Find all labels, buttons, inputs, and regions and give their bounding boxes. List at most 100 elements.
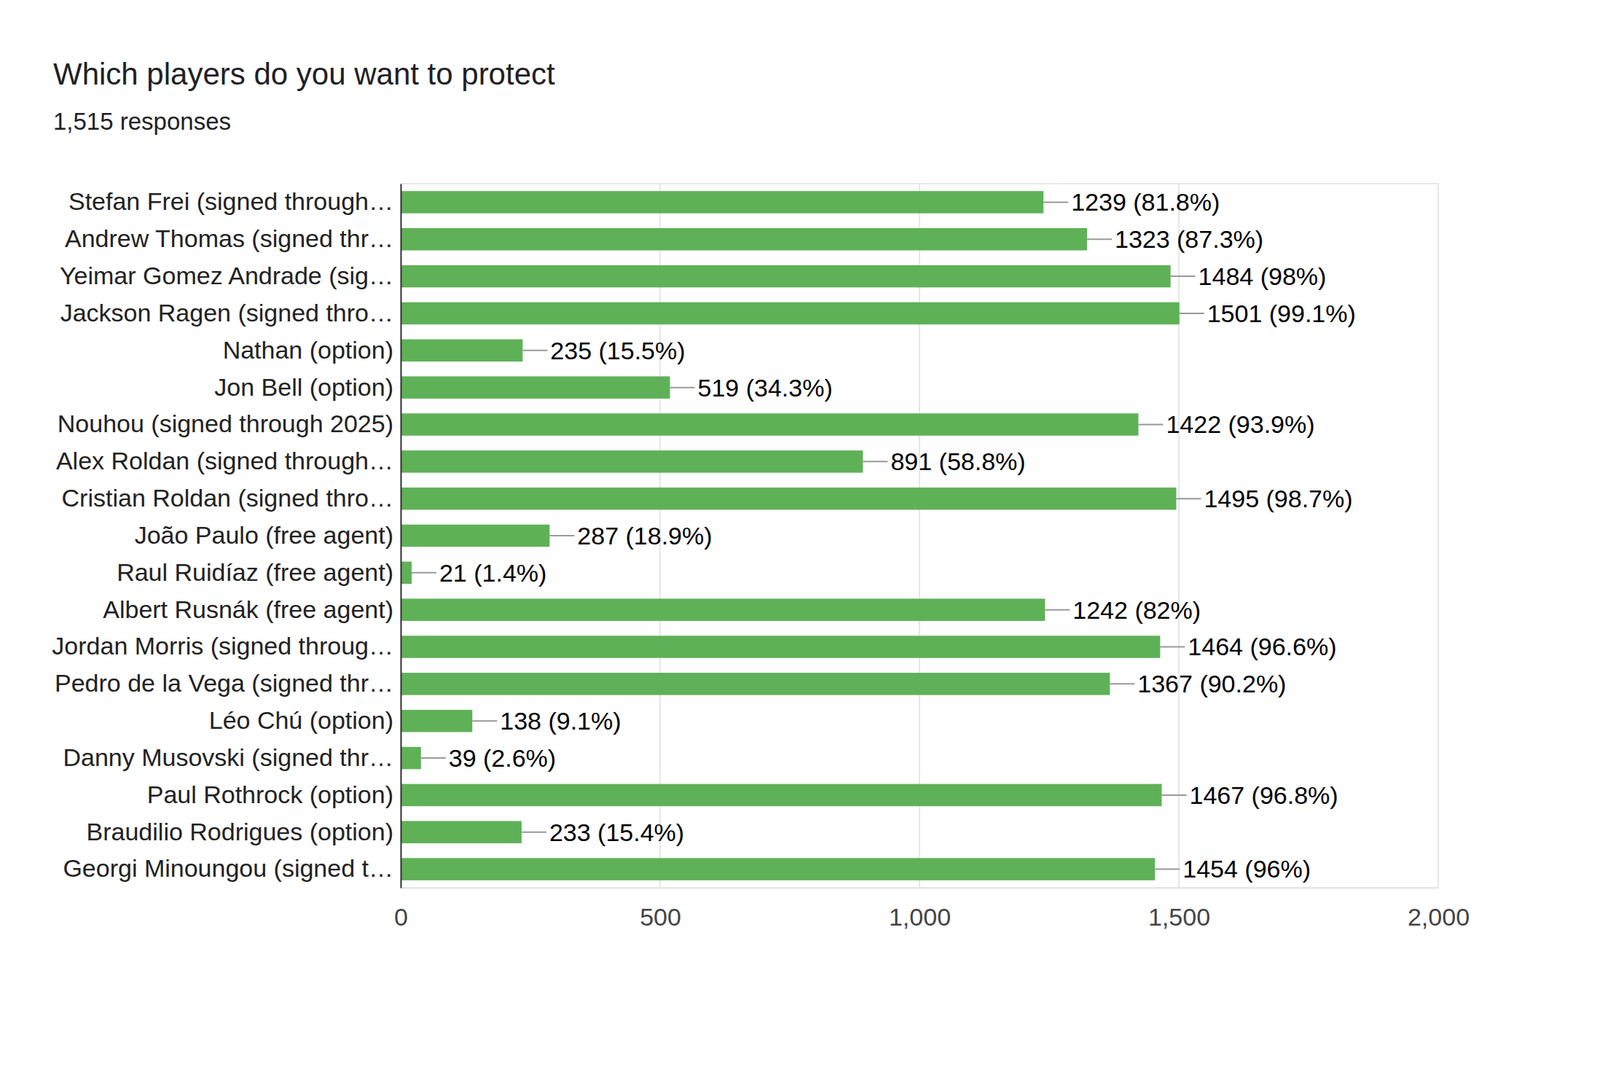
x-axis: 05001,0001,5002,000: [394, 887, 1470, 931]
data-labels: 1239 (81.8%)1323 (87.3%)1484 (98%)1501 (…: [411, 187, 1356, 883]
y-tick-label: Jon Bell (option): [214, 373, 394, 401]
bar: [400, 783, 1163, 807]
bar: [400, 561, 412, 585]
y-tick: Jackson Ragen (signed thro…: [60, 298, 401, 327]
data-label: 1464 (96.6%): [1187, 632, 1337, 661]
data-label: 1454 (96%): [1182, 854, 1311, 883]
y-tick: Paul Rothrock (option): [147, 780, 401, 809]
x-tick-label: 1,500: [1148, 902, 1211, 931]
leader-line: [522, 349, 548, 352]
data-label: 21 (1.4%): [439, 558, 547, 587]
x-tick: 0: [394, 887, 409, 931]
data-label: 1367 (90.2%): [1137, 669, 1286, 698]
y-tick-label: Stefan Frei (signed through…: [68, 187, 394, 215]
leader-line: [549, 534, 575, 537]
grid-line: [1437, 183, 1439, 888]
y-tick-label: Braudilio Rodrigues (option): [86, 817, 394, 846]
leader-line: [1138, 423, 1163, 425]
bars: [400, 190, 1180, 881]
y-tick-label: Cristian Roldan (signed thro…: [61, 483, 394, 512]
y-tick: João Paulo (free agent): [134, 520, 401, 549]
leader-line: [1179, 312, 1205, 315]
y-tick-label: Raul Ruidíaz (free agent): [116, 558, 394, 586]
y-tick-label: João Paulo (free agent): [134, 520, 394, 549]
data-label: 519 (34.3%): [697, 373, 833, 402]
y-tick: Nouhou (signed through 2025): [57, 409, 401, 438]
leader-line: [521, 831, 547, 833]
y-tick: Jon Bell (option): [214, 373, 401, 401]
y-tick-label: Pedro de la Vega (signed thr…: [54, 668, 394, 697]
y-tick-label: Jordan Morris (signed throug…: [51, 631, 394, 660]
leader-line: [1154, 868, 1180, 870]
y-tick-label: Alex Roldan (signed through…: [56, 446, 394, 475]
data-label: 39 (2.6%): [448, 743, 556, 772]
y-tick: Georgi Minoungou (signed t…: [62, 853, 401, 882]
y-tick: Yeimar Gomez Andrade (sig…: [59, 261, 401, 290]
bar: [400, 302, 1180, 325]
y-tick: Cristian Roldan (signed thro…: [61, 483, 401, 512]
x-tick-label: 500: [639, 902, 682, 931]
data-label: 1484 (98%): [1198, 262, 1327, 290]
y-tick-label: Georgi Minoungou (signed t…: [62, 853, 394, 882]
leader-line: [1043, 201, 1069, 203]
bar: [400, 375, 671, 399]
y-tick-label: Yeimar Gomez Andrade (sig…: [59, 261, 394, 290]
y-tick: Raul Ruidíaz (free agent): [116, 558, 401, 586]
grid: [400, 183, 1439, 888]
y-tick: Pedro de la Vega (signed thr…: [54, 668, 401, 697]
bar: [400, 190, 1044, 214]
leader-line: [862, 460, 888, 462]
x-tick: 2,000: [1407, 887, 1470, 931]
y-axis: Stefan Frei (signed through…Andrew Thoma…: [51, 184, 401, 889]
bar: [400, 339, 523, 363]
y-tick: Léo Chú (option): [209, 706, 401, 734]
y-tick: Stefan Frei (signed through…: [68, 187, 401, 215]
y-tick: Alex Roldan (signed through…: [56, 446, 401, 475]
y-tick-label: Jackson Ragen (signed thro…: [60, 298, 394, 327]
x-tick-label: 2,000: [1407, 902, 1470, 931]
y-tick-label: Danny Musovski (signed thr…: [62, 743, 394, 771]
x-tick-label: 0: [394, 902, 409, 931]
bar: [400, 413, 1139, 436]
grid-line: [1178, 183, 1180, 888]
bar: [400, 635, 1160, 658]
bar: [400, 487, 1176, 511]
y-axis-line: [400, 184, 403, 889]
data-label: 1501 (99.1%): [1207, 299, 1356, 328]
y-tick: Albert Rusnák (free agent): [102, 595, 401, 623]
y-tick: Braudilio Rodrigues (option): [86, 817, 401, 846]
bar: [400, 672, 1110, 696]
y-tick: Danny Musovski (signed thr…: [62, 743, 401, 771]
grid-line: [400, 183, 402, 888]
y-tick: Jordan Morris (signed throug…: [51, 631, 401, 660]
chart: Which players do you want to protect1,51…: [0, 0, 1600, 1067]
data-label: 1242 (82%): [1072, 595, 1201, 624]
data-label: 287 (18.9%): [577, 521, 712, 550]
subtitle: 1,515 responses: [53, 107, 231, 135]
grid-line: [918, 183, 921, 888]
y-tick-label: Léo Chú (option): [209, 706, 394, 734]
data-label: 1467 (96.8%): [1189, 781, 1339, 809]
y-tick-label: Nathan (option): [222, 335, 394, 364]
data-label: 235 (15.5%): [550, 336, 685, 365]
data-label: 1239 (81.8%): [1071, 187, 1220, 216]
data-label: 233 (15.4%): [549, 818, 685, 846]
data-label: 1422 (93.9%): [1165, 410, 1315, 438]
x-tick: 500: [639, 887, 682, 931]
data-label: 1495 (98.7%): [1203, 484, 1353, 513]
leader-line: [1159, 646, 1185, 648]
leader-line: [1087, 238, 1112, 240]
bar: [400, 746, 422, 770]
y-tick: Nathan (option): [222, 335, 401, 364]
plot: 1239 (81.8%)1323 (87.3%)1484 (98%)1501 (…: [51, 183, 1470, 931]
leader-line: [421, 757, 446, 759]
leader-line: [1044, 609, 1070, 611]
bar: [400, 228, 1088, 251]
bar: [400, 265, 1171, 288]
x-tick: 1,500: [1148, 887, 1211, 931]
bar: [400, 820, 522, 843]
bar: [400, 857, 1155, 881]
bar: [400, 450, 863, 473]
leader-line: [1162, 794, 1187, 796]
y-tick-label: Paul Rothrock (option): [147, 780, 394, 809]
